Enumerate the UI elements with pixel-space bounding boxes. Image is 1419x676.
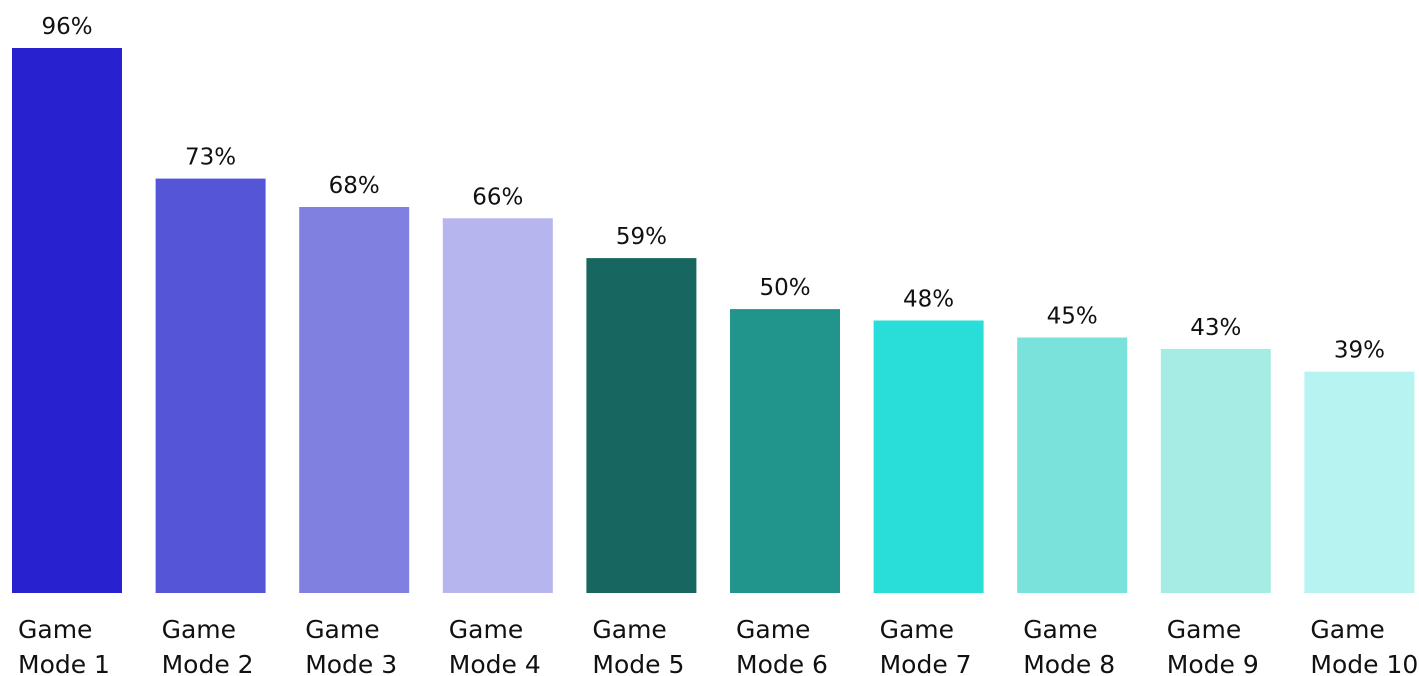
category-label-line-1: Game: [1310, 615, 1384, 644]
value-label-game-mode-9: 43%: [1190, 315, 1241, 341]
category-label-line-1: Game: [1023, 615, 1097, 644]
category-label-line-1: Game: [736, 615, 810, 644]
category-label-game-mode-5: Game Mode 5: [592, 615, 684, 676]
category-label-line-2: Mode 4: [449, 650, 541, 676]
bar-game-mode-6: [730, 309, 840, 593]
category-label-game-mode-4: Game Mode 4: [449, 615, 541, 676]
category-label-line-2: Mode 10: [1310, 650, 1418, 676]
value-label-game-mode-3: 68%: [329, 173, 380, 199]
category-label-line-2: Mode 1: [18, 650, 110, 676]
bar-game-mode-1: [12, 48, 122, 593]
category-label-line-1: Game: [305, 615, 379, 644]
category-label-game-mode-8: Game Mode 8: [1023, 615, 1115, 676]
value-label-game-mode-1: 96%: [41, 14, 92, 40]
value-label-game-mode-5: 59%: [616, 224, 667, 250]
value-label-game-mode-4: 66%: [472, 184, 523, 210]
category-label-game-mode-1: Game Mode 1: [18, 615, 110, 676]
category-label-line-2: Mode 2: [162, 650, 254, 676]
bar-game-mode-5: [586, 258, 697, 593]
bar-game-mode-4: [442, 218, 553, 594]
category-label-line-1: Game: [18, 615, 92, 644]
bar-game-mode-3: [299, 207, 410, 593]
category-label-game-mode-2: Game Mode 2: [162, 615, 254, 676]
category-label-line-2: Mode 8: [1023, 650, 1115, 676]
category-label-line-1: Game: [162, 615, 236, 644]
category-label-game-mode-6: Game Mode 6: [736, 615, 828, 676]
category-label-game-mode-3: Game Mode 3: [305, 615, 397, 676]
category-label-line-2: Mode 7: [880, 650, 972, 676]
category-labels-group: Game Mode 1 Game Mode 2 Game Mode 3 Game Mode 4…: [18, 615, 1418, 676]
value-label-game-mode-2: 73%: [185, 145, 236, 171]
value-label-game-mode-8: 45%: [1047, 304, 1098, 330]
value-label-game-mode-7: 48%: [903, 287, 954, 313]
category-label-line-2: Mode 3: [305, 650, 397, 676]
bar-game-mode-10: [1304, 371, 1415, 593]
category-label-game-mode-10: Game Mode 10: [1310, 615, 1418, 676]
category-label-line-2: Mode 6: [736, 650, 828, 676]
category-label-line-2: Mode 5: [592, 650, 684, 676]
category-label-game-mode-9: Game Mode 9: [1167, 615, 1259, 676]
category-label-line-2: Mode 9: [1167, 650, 1259, 676]
bars-group: [12, 48, 1415, 594]
bar-game-mode-9: [1160, 348, 1271, 593]
category-label-line-1: Game: [1167, 615, 1241, 644]
value-label-game-mode-6: 50%: [759, 275, 810, 301]
category-label-line-1: Game: [449, 615, 523, 644]
category-label-game-mode-7: Game Mode 7: [880, 615, 972, 676]
category-label-line-1: Game: [592, 615, 666, 644]
value-label-game-mode-10: 39%: [1334, 338, 1385, 364]
bar-game-mode-8: [1017, 337, 1128, 593]
bar-game-mode-7: [873, 320, 984, 593]
value-labels-group: 96% 73% 68% 66% 59% 50% 48% 45% 43% 39%: [41, 14, 1385, 364]
bar-game-mode-2: [155, 178, 266, 593]
category-label-line-1: Game: [880, 615, 954, 644]
